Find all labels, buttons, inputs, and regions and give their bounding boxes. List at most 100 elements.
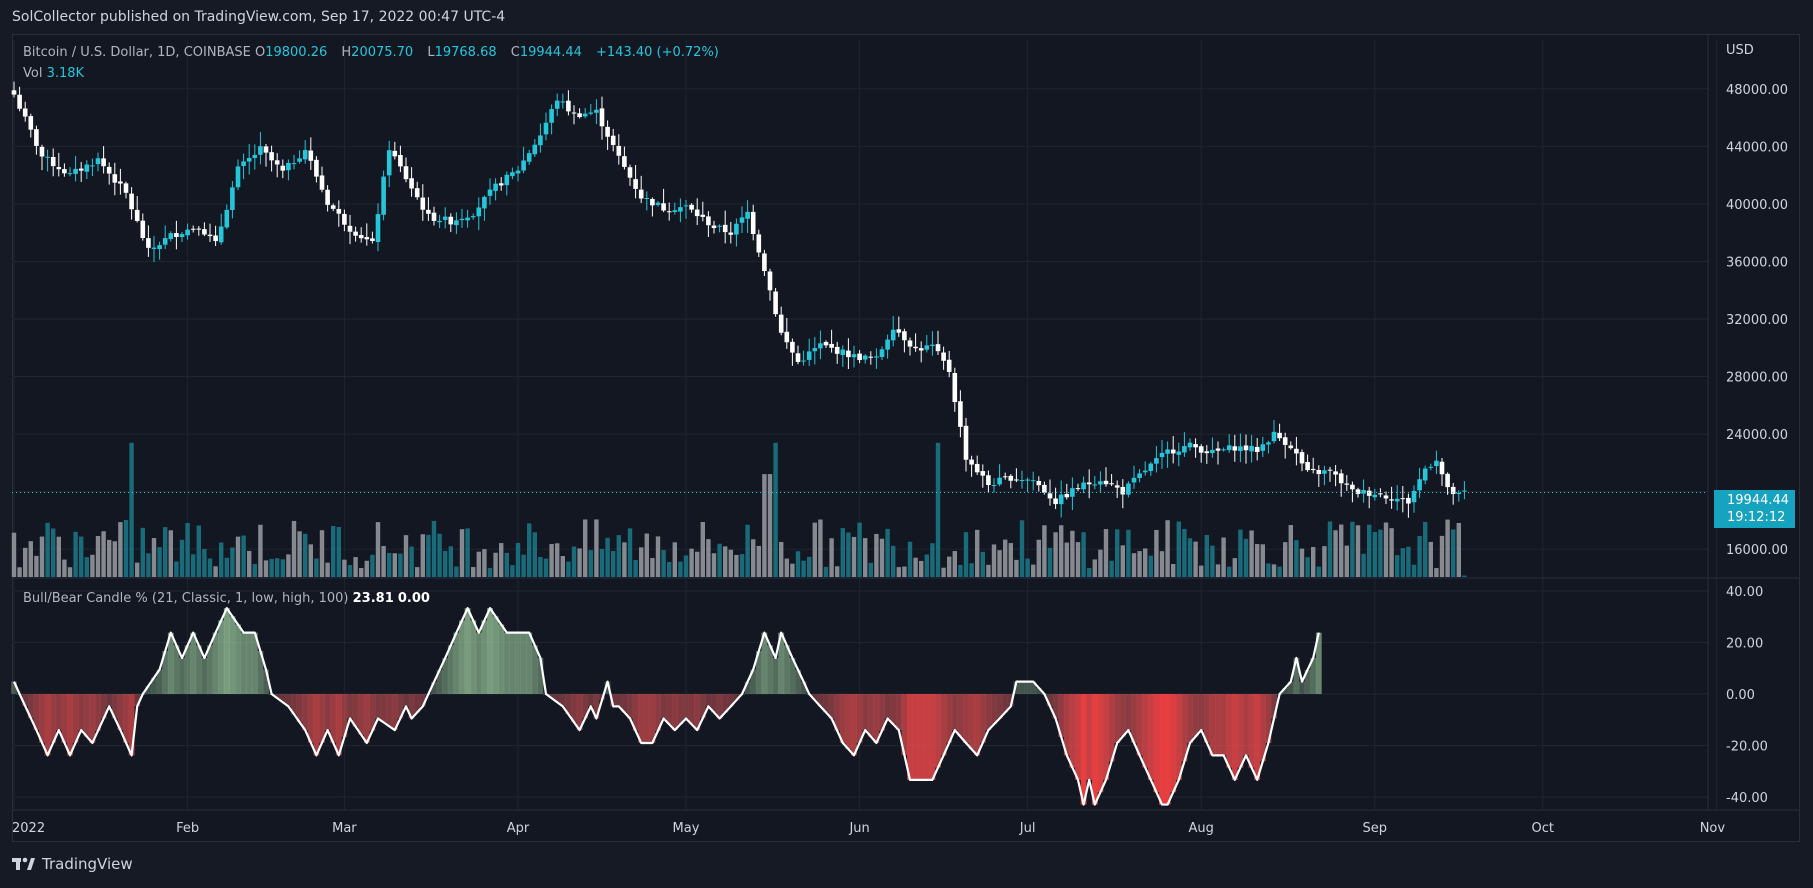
indicator-bar	[1069, 694, 1076, 768]
symbol-name[interactable]: Bitcoin / U.S. Dollar, 1D, COINBASE	[23, 45, 251, 60]
volume-bar	[487, 567, 493, 577]
volume-bar	[695, 551, 700, 577]
candle-body	[1411, 490, 1417, 503]
candle-body	[437, 220, 442, 223]
indicator-bar	[778, 632, 785, 694]
volume-bar	[269, 558, 274, 577]
candle-body	[1249, 445, 1254, 452]
time-tick-label: Nov	[1700, 821, 1726, 836]
volume-bar	[275, 558, 280, 577]
volume-bar	[101, 531, 106, 577]
candle-body	[778, 314, 784, 333]
volume-bar	[1383, 522, 1389, 577]
indicator-bar	[1108, 694, 1115, 762]
candle-body	[123, 183, 129, 193]
candle-body	[958, 401, 963, 427]
volume-bar	[711, 553, 717, 577]
indicator-bar	[951, 694, 958, 731]
indicator-bar	[879, 694, 885, 731]
volume-bar	[448, 546, 453, 577]
tradingview-brand[interactable]: TradingView	[12, 855, 133, 873]
candle-body	[409, 178, 414, 189]
candle-body	[34, 129, 39, 146]
candle-body	[487, 189, 493, 196]
volume-bar	[930, 543, 935, 577]
volume-bar	[51, 528, 56, 577]
volume-bar	[1176, 521, 1181, 577]
candle-body	[207, 234, 213, 237]
volume-bar	[594, 519, 599, 577]
volume-bar	[375, 522, 381, 577]
candle-body	[896, 329, 902, 333]
indicator-bar	[27, 694, 34, 719]
indicator-bar	[470, 620, 477, 694]
indicator-bar	[380, 694, 387, 723]
candle-body	[106, 166, 112, 174]
volume-bar	[179, 539, 185, 577]
volume-bar	[571, 546, 577, 577]
volume-bar	[1411, 564, 1417, 577]
indicator-bar	[750, 669, 757, 694]
volume-bar	[62, 559, 67, 577]
volume-bar	[347, 565, 353, 577]
indicator-bar	[358, 694, 365, 735]
indicator-bar	[1198, 694, 1205, 731]
indicator-value-2: 0.00	[397, 591, 430, 606]
price-tick-label: 36000.00	[1726, 255, 1788, 270]
candle-body	[146, 238, 151, 248]
volume-bar	[1456, 522, 1461, 577]
volume-bar	[566, 561, 571, 577]
volume-bar	[784, 558, 789, 577]
time-tick-label: Feb	[176, 821, 199, 836]
volume-bar	[504, 552, 509, 577]
volume-bar	[538, 556, 543, 577]
volume-bar	[1316, 566, 1321, 577]
indicator-bar	[1287, 681, 1294, 694]
volume-bar	[45, 522, 50, 577]
volume-bar	[1120, 545, 1125, 577]
volume-bar	[611, 551, 616, 577]
volume-bar	[1131, 553, 1137, 577]
indicator-bar	[257, 651, 264, 694]
indicator-bar	[61, 694, 68, 743]
candle-body	[1198, 446, 1204, 453]
volume-bar	[678, 561, 683, 577]
indicator-bar	[1019, 681, 1025, 694]
indicator-title[interactable]: Bull/Bear Candle % (21, Classic, 1, low,…	[23, 591, 349, 606]
candle-body	[812, 348, 818, 352]
indicator-bar	[1080, 694, 1087, 805]
currency-label[interactable]: USD	[1726, 43, 1754, 58]
volume-bar	[667, 561, 672, 577]
volume-label[interactable]: Vol	[23, 66, 43, 81]
candle-body	[353, 231, 358, 236]
indicator-bar	[386, 694, 393, 727]
candle-body	[1131, 477, 1137, 483]
volume-bar	[616, 535, 621, 577]
candle-body	[342, 213, 347, 225]
time-tick-label: May	[673, 821, 700, 836]
volume-bar	[952, 551, 957, 577]
indicator-bar	[442, 657, 449, 694]
indicator-bar	[123, 694, 129, 743]
indicator-bar	[1159, 694, 1165, 805]
candle-body	[963, 425, 969, 460]
volume-bar	[1098, 549, 1103, 577]
volume-bar	[1271, 564, 1277, 577]
candle-body	[280, 165, 286, 171]
volume-bar	[17, 567, 22, 577]
indicator-bar	[111, 694, 118, 719]
time-tick-label: 2022	[12, 821, 45, 836]
volume-bar	[924, 554, 929, 577]
volume-bar	[157, 547, 162, 577]
volume-bar	[767, 474, 773, 577]
volume-bar	[1031, 564, 1036, 577]
high-label: H	[341, 45, 352, 60]
volume-bar	[1014, 559, 1019, 577]
volume-bar	[409, 546, 414, 577]
candle-body	[1422, 468, 1428, 481]
volume-bar	[555, 543, 560, 577]
indicator-bar	[1248, 694, 1255, 768]
indicator-bar	[554, 694, 561, 703]
